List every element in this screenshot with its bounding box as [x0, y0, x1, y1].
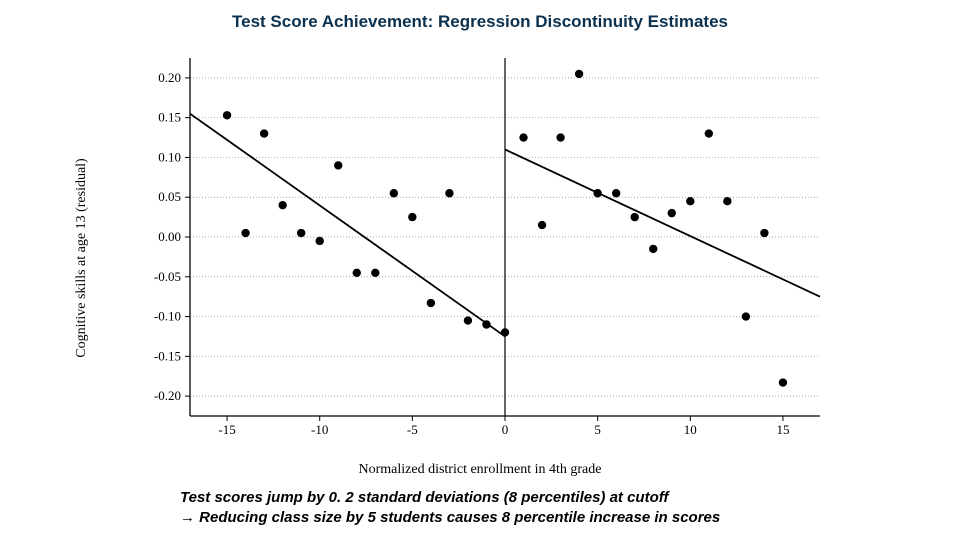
svg-text:-0.05: -0.05: [154, 269, 181, 284]
svg-text:10: 10: [684, 422, 697, 437]
svg-text:-0.20: -0.20: [154, 388, 181, 403]
svg-text:0: 0: [502, 422, 509, 437]
svg-text:5: 5: [594, 422, 601, 437]
footer-caption: Test scores jump by 0. 2 standard deviat…: [180, 488, 720, 529]
svg-text:-5: -5: [407, 422, 418, 437]
svg-text:-0.15: -0.15: [154, 348, 181, 363]
svg-text:-0.10: -0.10: [154, 309, 181, 324]
x-axis-label: Normalized district enrollment in 4th gr…: [130, 462, 830, 478]
svg-text:0.15: 0.15: [158, 110, 181, 125]
svg-text:0.20: 0.20: [158, 70, 181, 85]
svg-text:0.10: 0.10: [158, 149, 181, 164]
svg-text:15: 15: [776, 422, 789, 437]
rd-chart: Cognitive skills at age 13 (residual) -0…: [130, 48, 830, 468]
slide-title: Test Score Achievement: Regression Disco…: [0, 12, 960, 32]
svg-text:0.05: 0.05: [158, 189, 181, 204]
svg-text:-15: -15: [218, 422, 235, 437]
svg-text:-10: -10: [311, 422, 328, 437]
footer-line2: Reducing class size by 5 students causes…: [195, 509, 720, 526]
arrow-icon: →: [180, 509, 195, 526]
chart-svg: -0.20 -0.15 -0.10 -0.05 0.00 0.05 0.10 0.15 0.20…: [130, 48, 830, 448]
y-axis-label: Cognitive skills at age 13 (residual): [74, 158, 90, 357]
svg-text:0.00: 0.00: [158, 229, 181, 244]
footer-line1: Test scores jump by 0. 2 standard deviat…: [180, 489, 668, 506]
